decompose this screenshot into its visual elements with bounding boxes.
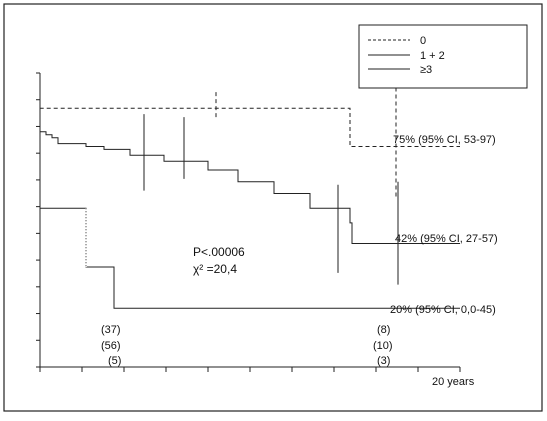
at-risk-end-2: (3) bbox=[377, 355, 390, 367]
at-risk-start-0: (37) bbox=[101, 324, 121, 336]
at-risk-start-2: (5) bbox=[108, 355, 121, 367]
series-layer bbox=[39, 73, 460, 309]
legend-label-1-2: 1 + 2 bbox=[420, 50, 445, 62]
end-label-3: 20% (95% CI, 0,0-45) bbox=[390, 304, 496, 316]
legend-label-0: 0 bbox=[420, 35, 426, 47]
at-risk-end-0: (8) bbox=[377, 324, 390, 336]
x-ticks bbox=[39, 367, 461, 372]
p-value: P<.00006 bbox=[193, 245, 245, 259]
series-line-1 bbox=[39, 73, 460, 244]
legend-box bbox=[358, 24, 528, 89]
y-ticks bbox=[36, 72, 40, 368]
legend-label-3: ≥3 bbox=[420, 64, 432, 76]
chi-square: χ² =20,4 bbox=[193, 262, 237, 276]
end-label-0: 75% (95% CI, 53-97) bbox=[393, 134, 496, 146]
at-risk-end-1: (10) bbox=[373, 340, 393, 352]
legend: 0 1 + 2 ≥3 bbox=[358, 24, 528, 89]
ci-bars bbox=[143, 81, 399, 285]
end-label-1-2: 42% (95% CI, 27-57) bbox=[395, 233, 498, 245]
at-risk-start-1: (56) bbox=[101, 340, 121, 352]
x-axis-label: 20 years bbox=[432, 376, 475, 388]
